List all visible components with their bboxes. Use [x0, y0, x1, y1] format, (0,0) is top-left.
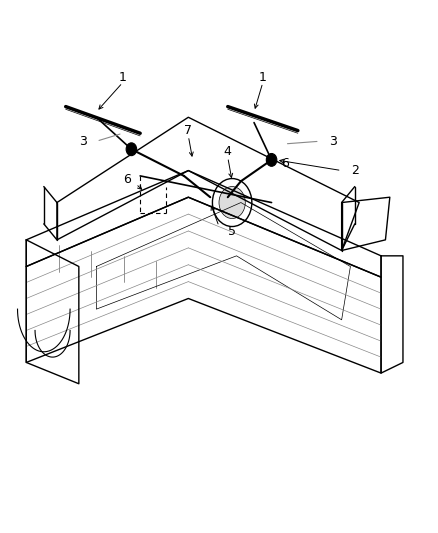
Text: 7: 7 [184, 124, 192, 137]
Text: 2: 2 [351, 164, 359, 177]
Text: 6: 6 [123, 173, 131, 186]
Circle shape [126, 143, 137, 156]
Text: 4: 4 [224, 146, 232, 158]
Circle shape [212, 179, 252, 227]
Text: 3: 3 [79, 135, 87, 148]
Text: 1: 1 [119, 71, 127, 84]
Text: 6: 6 [281, 157, 289, 170]
Text: 3: 3 [329, 135, 337, 148]
Circle shape [219, 187, 245, 219]
Text: 5: 5 [228, 225, 236, 238]
Text: 1: 1 [259, 71, 267, 84]
Circle shape [266, 154, 277, 166]
